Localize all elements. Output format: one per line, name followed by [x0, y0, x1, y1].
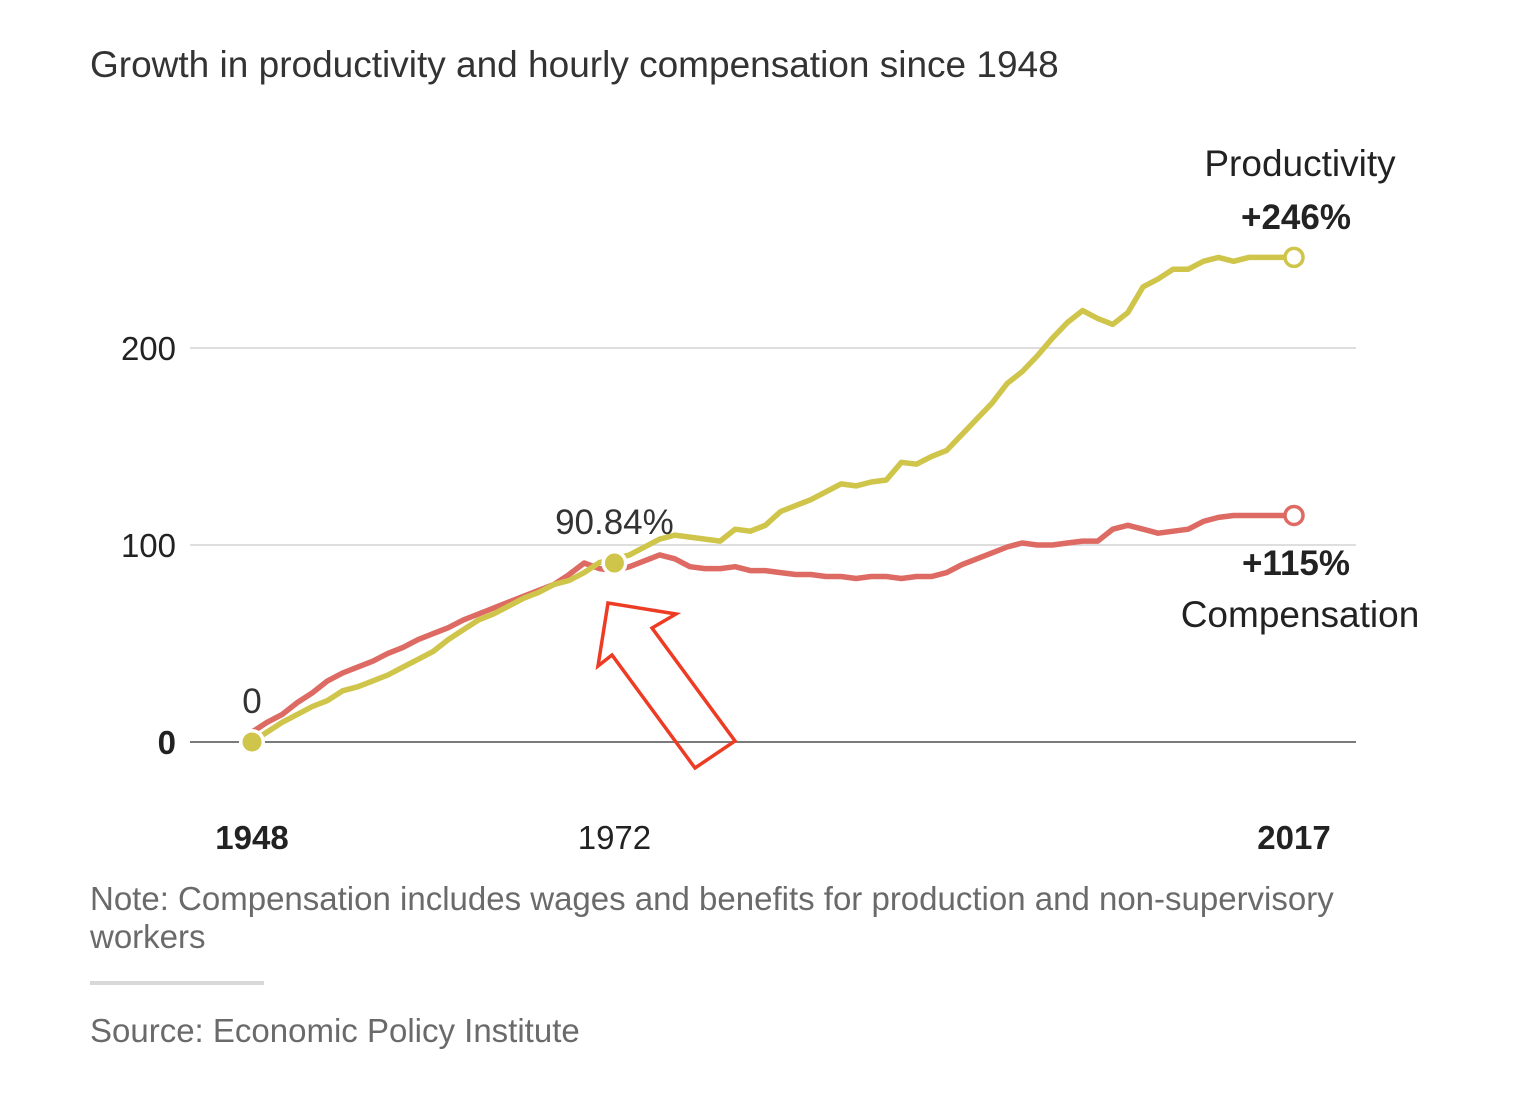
series-value-productivity: +246%	[1241, 198, 1351, 237]
end-marker-compensation	[1283, 504, 1305, 527]
chart-source: Source: Economic Policy Institute	[90, 1012, 580, 1049]
series-lines	[249, 254, 1297, 745]
x-tick-label: 2017	[1257, 819, 1330, 856]
callout-arrow-icon	[595, 600, 738, 771]
gridlines	[190, 347, 1356, 743]
annotation-label: 90.84%	[555, 503, 674, 542]
annotated-point	[242, 732, 262, 752]
x-tick-labels: 1948 1972 2017	[215, 819, 1330, 856]
series-name-productivity: Productivity	[1204, 143, 1396, 184]
series-markers	[239, 246, 1305, 755]
y-tick-label: 200	[121, 330, 176, 367]
divider	[90, 981, 264, 985]
series-name-compensation: Compensation	[1181, 594, 1420, 635]
series-line-productivity	[249, 254, 1297, 745]
y-tick-label: 0	[158, 724, 176, 761]
chart-title: Growth in productivity and hourly compen…	[90, 44, 1059, 85]
annotated-point	[604, 553, 624, 573]
line-chart: 0 100 200 1948 1972 2017 Productivity +246% +1…	[121, 143, 1420, 856]
series-line-compensation	[249, 512, 1297, 735]
y-tick-labels: 0 100 200	[121, 330, 176, 761]
series-labels: Productivity +246% +115% Compensation	[1181, 143, 1420, 635]
x-tick-label: 1972	[578, 819, 651, 856]
series-value-compensation: +115%	[1242, 544, 1350, 583]
x-tick-label: 1948	[215, 819, 288, 856]
chart-note: Note: Compensation includes wages and be…	[90, 880, 1334, 955]
annotation-label: 0	[242, 682, 261, 721]
annotations: 0 90.84%	[242, 503, 674, 721]
y-tick-label: 100	[121, 527, 176, 564]
end-marker-productivity	[1283, 246, 1305, 269]
